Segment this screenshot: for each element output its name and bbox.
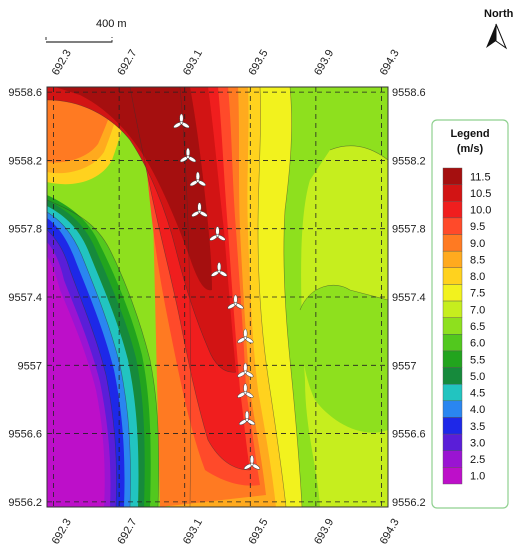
wind-turbine-icon: [243, 455, 261, 470]
scale-label: 400 m: [96, 18, 127, 30]
legend-label-14: 4.0: [470, 404, 485, 416]
contour-lines: [47, 87, 388, 507]
legend-swatch-18: [442, 467, 463, 485]
legend-title: Legend: [450, 128, 489, 140]
legend-unit: (m/s): [457, 143, 484, 155]
legend-label-8: 7.0: [470, 304, 485, 316]
north-label: North: [484, 8, 514, 20]
y-tick-right-1: 9558.2: [392, 155, 426, 167]
legend-label-11: 5.5: [470, 354, 485, 366]
contour-band-6-5-east: [299, 285, 388, 433]
wind-turbine-icon: [237, 383, 254, 398]
x-tick-bottom-0: 692.3: [50, 517, 74, 547]
legend-swatch-0: [442, 167, 463, 185]
x-tick-bottom-2: 693.1: [181, 517, 205, 547]
legend-swatch-15: [442, 417, 463, 435]
legend-label-4: 9.0: [470, 238, 485, 250]
wind-turbines: [173, 113, 261, 470]
x-axis-bottom: 692.3 692.7 693.1 693.5 693.9 694.3: [50, 517, 402, 547]
y-tick-left-2: 9557.8: [8, 224, 42, 236]
x-axis-top: 692.3 692.7 693.1 693.5 693.9 694.3: [50, 48, 402, 78]
legend-swatch-6: [442, 267, 463, 285]
legend-swatch-3: [442, 217, 463, 235]
legend-swatch-8: [442, 300, 463, 318]
x-tick-bottom-1: 692.7: [115, 517, 139, 547]
x-tick-bottom-5: 694.3: [378, 517, 402, 547]
y-axis-left: 9558.6 9558.2 9557.8 9557.4 9557 9556.6 9556.2: [8, 87, 42, 509]
y-axis-right: 9558.6 9558.2 9557.8 9557.4 9557 9556.6 9556.2: [392, 87, 426, 509]
x-tick-top-2: 693.1: [181, 48, 205, 78]
wind-turbine-icon: [189, 171, 206, 187]
y-tick-left-3: 9557.4: [8, 292, 42, 304]
wind-turbine-icon: [238, 410, 256, 426]
legend-label-2: 10.0: [470, 205, 491, 217]
north-arrow: North: [484, 8, 514, 50]
y-tick-left-6: 9556.2: [8, 497, 42, 509]
x-tick-top-5: 694.3: [378, 48, 402, 78]
legend-label-3: 9.5: [470, 221, 485, 233]
legend-label-16: 3.0: [470, 437, 485, 449]
y-tick-left-5: 9556.6: [8, 429, 42, 441]
legend-swatch-7: [442, 284, 463, 302]
legend-label-9: 6.5: [470, 321, 485, 333]
legend-swatch-11: [442, 350, 463, 368]
map-grid: [47, 87, 388, 507]
y-tick-right-6: 9556.2: [392, 497, 426, 509]
legend-label-17: 2.5: [470, 454, 485, 466]
legend-swatch-13: [442, 384, 463, 402]
contour-band-11-5: [55, 87, 212, 291]
wind-turbine-icon: [237, 362, 254, 378]
legend-label-15: 3.5: [470, 421, 485, 433]
legend-label-18: 1.0: [470, 471, 485, 483]
x-tick-bottom-4: 693.9: [312, 517, 336, 547]
wind-turbine-icon: [191, 202, 208, 217]
x-tick-top-4: 693.9: [312, 48, 336, 78]
contour-band-1-0: [47, 256, 105, 507]
legend-swatch-2: [442, 201, 463, 219]
legend-label-6: 8.0: [470, 271, 485, 283]
legend-swatch-17: [442, 450, 463, 468]
legend-swatch-9: [442, 317, 463, 335]
y-tick-right-4: 9557: [392, 360, 416, 372]
y-tick-left-0: 9558.6: [8, 87, 42, 99]
y-tick-right-0: 9558.6: [392, 87, 426, 99]
legend-swatch-14: [442, 400, 463, 418]
legend-label-5: 8.5: [470, 254, 485, 266]
scale-bar: 400 m: [45, 18, 127, 43]
legend-swatch-4: [442, 234, 463, 252]
legend-label-10: 6.0: [470, 338, 485, 350]
y-tick-right-2: 9557.8: [392, 224, 426, 236]
wind-turbine-icon: [210, 262, 228, 277]
legend-label-0: 11.5: [470, 171, 491, 183]
wind-turbine-icon: [237, 328, 254, 344]
north-arrow-icon: [486, 23, 508, 50]
legend: Legend (m/s) 11.5 10.5 10.0 9.5 9.0 8.5 8.0 7.5…: [431, 119, 509, 509]
legend-swatch-10: [442, 334, 463, 352]
x-tick-top-1: 692.7: [115, 48, 139, 78]
legend-swatch-12: [442, 367, 463, 385]
x-tick-top-3: 693.5: [246, 48, 270, 78]
y-tick-left-4: 9557: [18, 360, 42, 372]
legend-swatch-5: [442, 250, 463, 268]
y-tick-right-5: 9556.6: [392, 429, 426, 441]
wind-turbine-icon: [227, 294, 244, 310]
y-tick-left-1: 9558.2: [8, 155, 42, 167]
legend-swatch-1: [442, 184, 463, 202]
plot-frame: [46, 86, 389, 508]
wind-turbine-icon: [179, 147, 197, 163]
legend-label-1: 10.5: [470, 188, 491, 200]
wind-turbine-icon: [173, 113, 190, 129]
legend-label-12: 5.0: [470, 371, 485, 383]
y-tick-right-3: 9557.4: [392, 292, 426, 304]
legend-swatch-16: [442, 433, 463, 451]
legend-label-7: 7.5: [470, 288, 485, 300]
x-tick-top-0: 692.3: [50, 48, 74, 78]
x-tick-bottom-3: 693.5: [246, 517, 270, 547]
legend-label-13: 4.5: [470, 388, 485, 400]
legend-bins: 11.5 10.5 10.0 9.5 9.0 8.5 8.0 7.5 7.0 6.5 6.0 5.5 5…: [442, 167, 491, 485]
